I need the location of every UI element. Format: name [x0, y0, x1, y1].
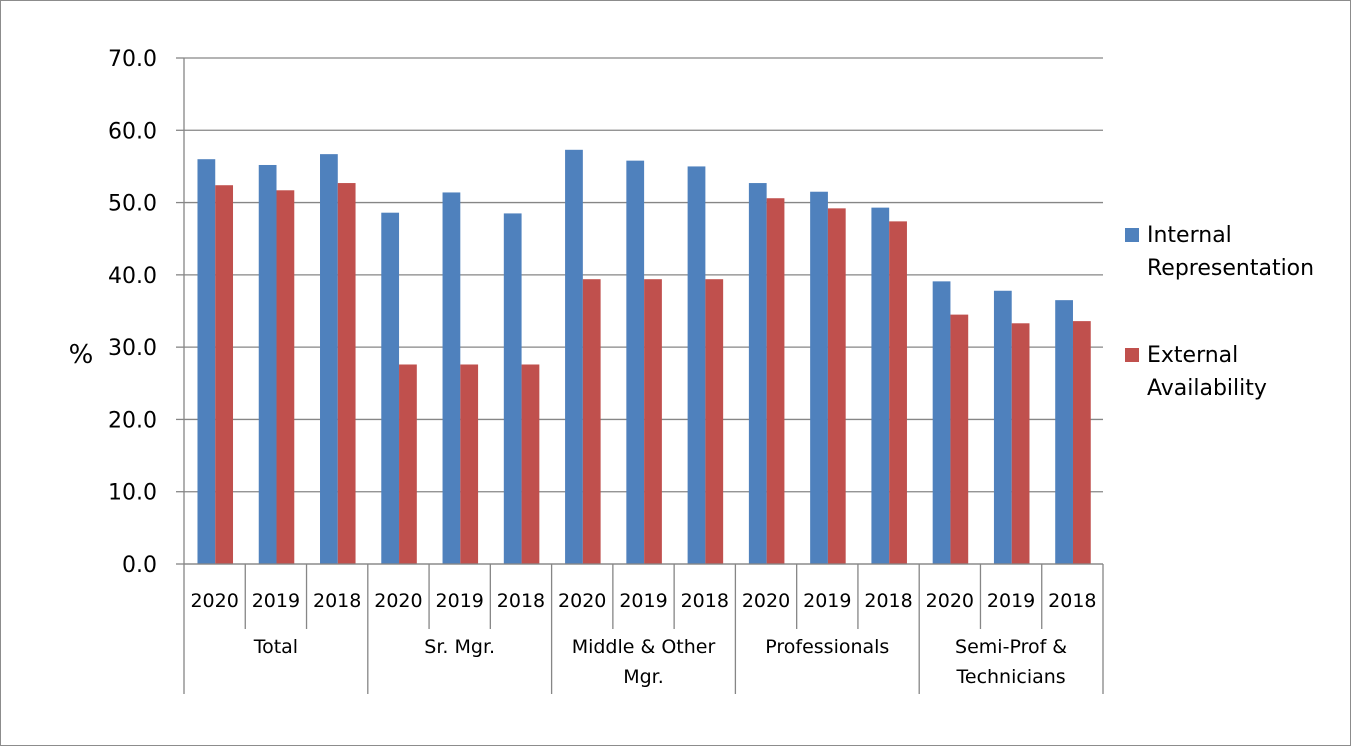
bar-external-2	[337, 183, 356, 564]
year-label-11: 2018	[864, 590, 912, 612]
legend-label-0-line-1: Representation	[1147, 256, 1314, 281]
bar-external-8	[705, 279, 724, 564]
bar-external-5	[521, 364, 540, 564]
bar-external-12	[950, 314, 969, 564]
year-label-12: 2020	[926, 590, 974, 612]
year-label-6: 2020	[558, 590, 606, 612]
year-label-0: 2020	[190, 590, 238, 612]
y-tick-label-2: 20.0	[108, 408, 157, 433]
legend-label-1-line-1: Availability	[1147, 376, 1267, 401]
year-label-3: 2020	[374, 590, 422, 612]
bar-external-10	[827, 208, 846, 564]
legend-label-0-line-0: Internal	[1147, 223, 1232, 248]
y-tick-label-0: 0.0	[122, 553, 157, 578]
bar-external-11	[889, 221, 907, 564]
bar-internal-13	[993, 290, 1012, 564]
bar-external-4	[460, 364, 479, 564]
bar-external-9	[766, 198, 785, 564]
legend: Internal Representation External Availabili…	[1125, 223, 1314, 401]
year-label-9: 2020	[742, 590, 790, 612]
bar-external-1	[276, 190, 295, 565]
year-label-14: 2018	[1048, 590, 1096, 612]
bar-external-6	[582, 279, 601, 564]
legend-label-1-line-0: External	[1147, 343, 1238, 368]
bar-external-13	[1011, 323, 1030, 564]
bar-internal-5	[503, 213, 522, 564]
group-label-4-line-1: Technicians	[956, 666, 1066, 688]
group-label-4-line-0: Semi-Prof &	[955, 636, 1067, 658]
y-tick-label-7: 70.0	[108, 47, 157, 72]
y-tick-label-5: 50.0	[108, 192, 157, 217]
bar-internal-11	[871, 207, 890, 565]
year-label-13: 2019	[987, 590, 1035, 612]
axes	[176, 57, 1104, 694]
group-label-1: Sr. Mgr.	[424, 636, 495, 658]
year-label-8: 2018	[681, 590, 729, 612]
year-label-10: 2019	[803, 590, 851, 612]
bar-internal-10	[810, 191, 828, 564]
year-label-1: 2019	[252, 590, 300, 612]
bars	[197, 149, 1091, 565]
bar-internal-14	[1055, 300, 1073, 564]
bar-internal-3	[381, 212, 400, 565]
group-label-0: Total	[253, 636, 298, 658]
bar-internal-12	[932, 281, 951, 564]
group-label-2-line-1: Mgr.	[623, 666, 664, 688]
bar-external-3	[399, 364, 417, 564]
bar-internal-9	[748, 183, 767, 564]
y-axis-labels: % 0.0 10.0 20.0 30.0 40.0 50.0 60.0 70.0	[69, 47, 157, 578]
bar-external-14	[1072, 321, 1091, 564]
year-label-4: 2019	[436, 590, 484, 612]
y-tick-label-4: 40.0	[108, 264, 157, 289]
x-axis-labels: 2020 2019 2018 2020 2019 2018 2020 2019 2018 2020…	[190, 590, 1096, 688]
bar-internal-6	[565, 149, 583, 564]
bar-external-7	[644, 279, 662, 564]
group-label-2-line-0: Middle & Other	[572, 636, 716, 658]
year-label-7: 2019	[619, 590, 667, 612]
bar-internal-0	[197, 159, 216, 564]
bar-internal-2	[320, 154, 338, 564]
bar-internal-1	[258, 164, 277, 565]
y-tick-label-6: 60.0	[108, 119, 157, 144]
bar-internal-4	[442, 192, 461, 565]
group-label-3: Professionals	[765, 636, 889, 658]
legend-swatch-0	[1125, 228, 1139, 242]
legend-swatch-1	[1125, 348, 1139, 362]
year-label-5: 2018	[497, 590, 545, 612]
bar-external-0	[215, 185, 234, 565]
bar-internal-8	[687, 166, 706, 564]
y-tick-label-1: 10.0	[108, 481, 157, 506]
year-label-2: 2018	[313, 590, 361, 612]
y-axis-title: %	[69, 340, 94, 370]
bar-internal-7	[626, 160, 645, 564]
y-tick-label-3: 30.0	[108, 336, 157, 361]
